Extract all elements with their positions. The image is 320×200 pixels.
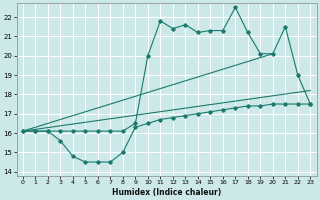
- X-axis label: Humidex (Indice chaleur): Humidex (Indice chaleur): [112, 188, 221, 197]
